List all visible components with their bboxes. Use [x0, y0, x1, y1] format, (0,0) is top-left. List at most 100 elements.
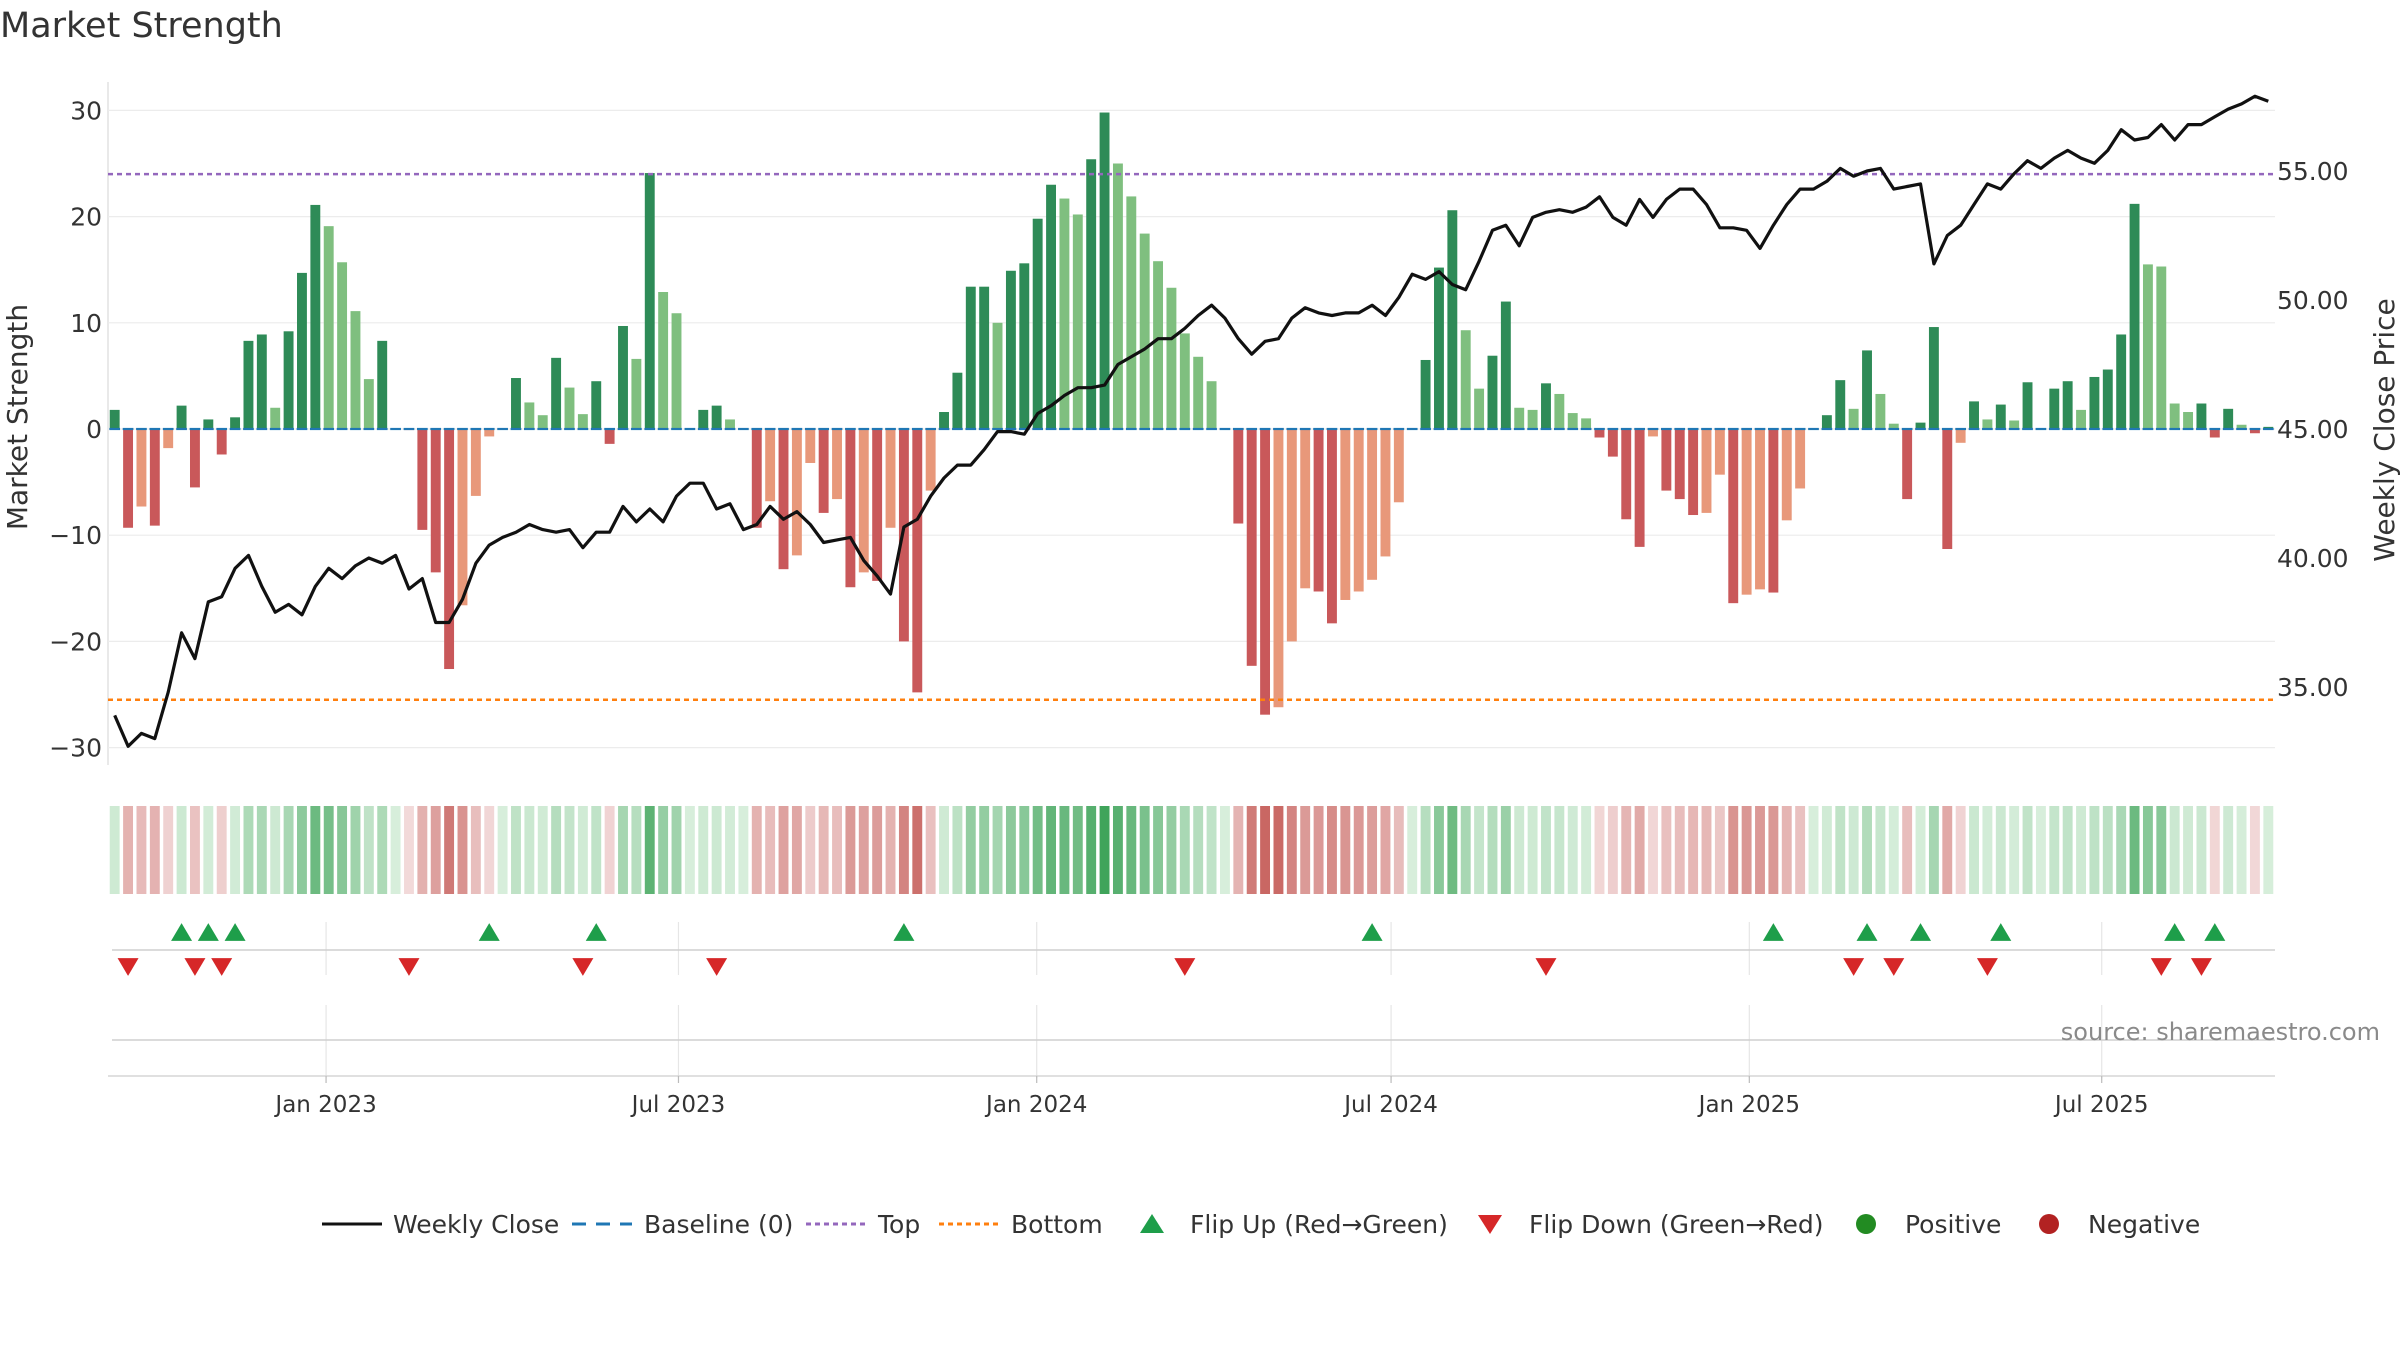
- strip-cell: [1139, 806, 1150, 894]
- strip-cell: [818, 806, 829, 894]
- strength-bar: [939, 412, 949, 429]
- strip-cell: [1206, 806, 1217, 894]
- legend-label: Flip Up (Red→Green): [1190, 1210, 1448, 1239]
- strength-bar: [1594, 429, 1605, 438]
- strength-bar: [1755, 429, 1765, 590]
- strip-cell: [2049, 806, 2060, 894]
- flip-down-marker: [398, 958, 420, 976]
- strength-bar: [765, 429, 776, 502]
- y2-axis-label: Weekly Close Price: [2368, 298, 2400, 561]
- strength-bar: [1995, 404, 2006, 429]
- flip-down-marker: [1976, 958, 1998, 976]
- strength-bar: [1273, 429, 1284, 708]
- strip-cell: [644, 806, 655, 894]
- strength-bar: [1714, 429, 1725, 475]
- strength-bar: [1233, 429, 1244, 524]
- strength-bar: [470, 429, 481, 496]
- strip-cell: [1460, 806, 1471, 894]
- strip-cell: [1367, 806, 1378, 894]
- strength-bar: [618, 325, 628, 429]
- strip-cell: [537, 806, 548, 894]
- strip-cell: [1286, 806, 1297, 894]
- strip-cell: [751, 806, 762, 894]
- strip-cell: [912, 806, 923, 894]
- strength-bar: [1313, 429, 1324, 592]
- source-note: source: sharemaestro.com: [2061, 1018, 2380, 1046]
- strip-cell: [404, 806, 414, 894]
- strip-cell: [297, 806, 307, 894]
- strip-cell: [2035, 806, 2046, 894]
- strength-bar: [2076, 409, 2086, 429]
- strip-cell: [992, 806, 1003, 894]
- y-tick-label: −10: [49, 521, 102, 550]
- strip-cell: [1112, 806, 1123, 894]
- strip-cell: [1902, 806, 1913, 894]
- strip-cell: [1032, 806, 1043, 894]
- strength-bar: [1487, 355, 1498, 429]
- strip-cell: [1353, 806, 1364, 894]
- strength-bar: [1179, 333, 1190, 429]
- strip-cell: [551, 806, 562, 894]
- flip-up-marker: [1856, 923, 1878, 941]
- strength-bar: [1567, 413, 1578, 429]
- strip-cell: [123, 806, 134, 894]
- y-tick-label: −20: [49, 627, 102, 656]
- strength-bar: [1701, 429, 1712, 513]
- strip-cell: [738, 806, 749, 894]
- strip-cell: [189, 806, 200, 894]
- strip-cell: [1072, 806, 1083, 894]
- strength-bar: [176, 405, 187, 429]
- strength-bar: [551, 357, 562, 429]
- strength-bar: [1046, 184, 1056, 429]
- strip-cell: [2183, 806, 2194, 894]
- strength-bar: [1032, 218, 1043, 429]
- strip-cell: [1046, 806, 1056, 894]
- flip-down-marker: [1174, 958, 1196, 976]
- strip-cell: [1059, 806, 1070, 894]
- flip-up-marker: [1361, 923, 1383, 941]
- strength-bar: [778, 429, 789, 570]
- strength-bar: [1153, 261, 1164, 429]
- strip-cell: [2142, 806, 2153, 894]
- strip-cell: [952, 806, 963, 894]
- strip-cell: [1541, 806, 1551, 894]
- strip-cell: [2102, 806, 2113, 894]
- strength-bar: [243, 340, 254, 429]
- chart-title: Market Strength: [0, 6, 283, 46]
- strength-bar: [484, 429, 495, 437]
- strip-cell: [2076, 806, 2086, 894]
- strength-bar: [979, 286, 990, 429]
- strip-cell: [765, 806, 776, 894]
- strength-bar: [1674, 429, 1685, 500]
- strength-bar: [1781, 429, 1792, 521]
- y-axis-label: Market Strength: [1, 304, 34, 530]
- strip-cell: [2209, 806, 2220, 894]
- strip-cell: [872, 806, 883, 894]
- strength-bar: [858, 429, 869, 573]
- strength-bar: [2169, 403, 2180, 429]
- strip-cell: [965, 806, 976, 894]
- strength-bar: [1835, 380, 1846, 429]
- strip-cell: [618, 806, 628, 894]
- strength-bar: [992, 322, 1003, 429]
- strip-cell: [2089, 806, 2100, 894]
- strip-cell: [377, 806, 388, 894]
- strip-cell: [1153, 806, 1164, 894]
- strength-bar: [511, 378, 521, 429]
- strength-bar: [577, 414, 588, 429]
- strength-bar: [216, 429, 227, 455]
- strip-cell: [1848, 806, 1859, 894]
- strip-cell: [1474, 806, 1485, 894]
- flip-up-marker: [2204, 923, 2226, 941]
- flip-up-marker: [478, 923, 500, 941]
- strip-cell: [430, 806, 441, 894]
- strip-cell: [350, 806, 361, 894]
- strip-cell: [832, 806, 842, 894]
- strength-bar: [136, 429, 147, 507]
- strip-cell: [1447, 806, 1458, 894]
- strength-bar: [363, 379, 374, 429]
- strength-bar: [604, 429, 615, 444]
- strength-bar: [537, 415, 548, 429]
- strength-bar: [1607, 429, 1618, 457]
- strip-cell: [1621, 806, 1632, 894]
